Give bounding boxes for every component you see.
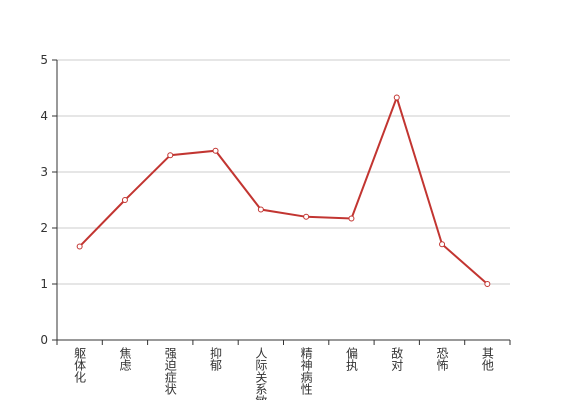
y-tick-label: 3	[40, 165, 48, 179]
point	[393, 94, 400, 101]
x-tick-label: 强迫症状	[163, 347, 177, 395]
point	[348, 215, 355, 222]
x-tick-label: 抑郁	[209, 346, 223, 372]
y-tick-label: 0	[40, 333, 48, 347]
y-tick-label: 4	[40, 109, 48, 123]
x-tick-label: 人际关系敏感	[254, 347, 268, 400]
x-tick-label: 焦虑	[118, 347, 132, 371]
point	[484, 281, 491, 287]
y-tick-label: 5	[40, 53, 48, 67]
x-tick-label: 其他	[480, 347, 494, 371]
point	[212, 147, 219, 154]
point	[257, 206, 264, 213]
point	[121, 197, 128, 203]
x-tick-label: 躯体化	[73, 346, 87, 384]
point	[303, 213, 310, 220]
y-tick-label: 1	[40, 277, 48, 291]
point	[439, 241, 446, 248]
line	[78, 94, 489, 285]
point	[76, 243, 83, 250]
x-tick-label: 恐怖	[435, 347, 449, 371]
y-tick-label: 2	[40, 221, 48, 235]
x-tick-label: 偏执	[344, 346, 358, 372]
point	[167, 152, 174, 159]
x-tick-label: 敌对	[390, 346, 404, 371]
x-tick-label: 精神病性	[299, 347, 313, 396]
